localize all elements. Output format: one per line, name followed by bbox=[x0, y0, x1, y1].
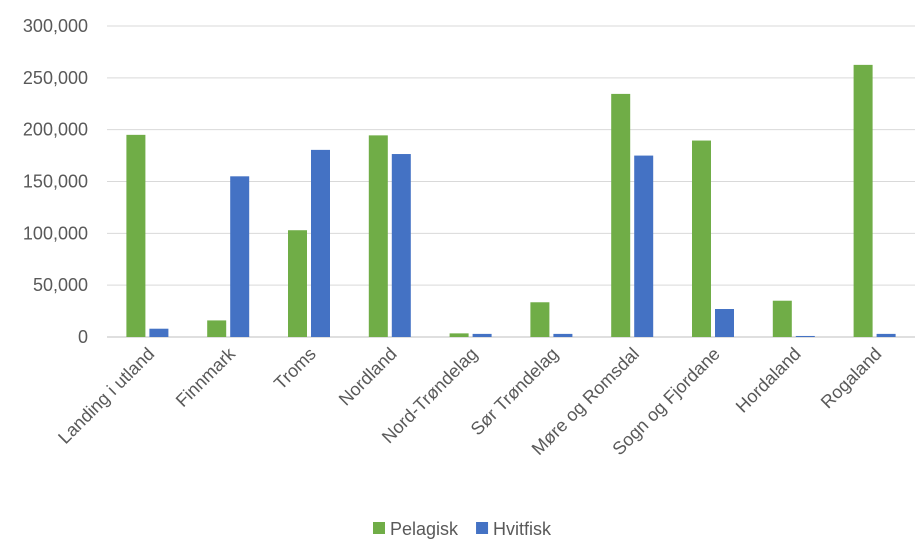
y-tick-label: 250,000 bbox=[23, 68, 88, 88]
x-axis: Landing i utland Finnmark Troms NordlandNor… bbox=[54, 343, 885, 459]
bar-pelagisk bbox=[530, 302, 550, 337]
bar-pelagisk bbox=[772, 300, 792, 337]
gridlines bbox=[107, 25, 915, 338]
bar-hvitfisk bbox=[553, 333, 573, 337]
y-tick-label: 0 bbox=[78, 327, 88, 347]
bars bbox=[126, 64, 896, 337]
x-tick-label: Rogaland bbox=[817, 344, 886, 413]
x-tick-label: Hordaland bbox=[732, 344, 805, 417]
x-tick-label: Nordland bbox=[335, 344, 401, 410]
bar-hvitfisk bbox=[472, 333, 492, 337]
bar-hvitfisk bbox=[715, 309, 734, 337]
bar-hvitfisk bbox=[795, 335, 815, 337]
bar-pelagisk bbox=[692, 140, 711, 337]
bar-pelagisk bbox=[449, 333, 469, 337]
x-tick-label: Troms bbox=[270, 344, 320, 394]
y-tick-label: 50,000 bbox=[33, 275, 88, 295]
bar-hvitfisk bbox=[391, 154, 411, 337]
y-tick-label: 150,000 bbox=[23, 172, 88, 192]
bar-pelagisk bbox=[368, 135, 388, 337]
bar-hvitfisk bbox=[311, 149, 330, 337]
legend-swatch-hvitfisk bbox=[476, 522, 489, 534]
bar-hvitfisk bbox=[230, 176, 250, 337]
bar-pelagisk bbox=[207, 320, 227, 337]
bar-pelagisk bbox=[288, 230, 307, 337]
bar-hvitfisk bbox=[149, 328, 169, 337]
y-tick-label: 300,000 bbox=[23, 16, 88, 36]
y-axis: 0 50,000 100,000 150,000 200,000 250,000 300,0… bbox=[23, 16, 88, 347]
y-tick-label: 100,000 bbox=[23, 223, 88, 243]
legend: Pelagisk Hvitfisk bbox=[373, 519, 552, 539]
legend-swatch-pelagisk bbox=[373, 522, 385, 534]
bar-pelagisk bbox=[126, 134, 146, 337]
bar-pelagisk bbox=[853, 64, 873, 337]
x-tick-label: Landing i utland bbox=[54, 344, 158, 448]
bar-pelagisk bbox=[611, 93, 631, 337]
legend-label-pelagisk: Pelagisk bbox=[390, 519, 459, 539]
bar-hvitfisk bbox=[876, 333, 896, 337]
x-tick-label: Finnmark bbox=[172, 343, 240, 411]
legend-label-hvitfisk: Hvitfisk bbox=[493, 519, 552, 539]
bar-hvitfisk bbox=[634, 155, 654, 337]
y-tick-label: 200,000 bbox=[23, 120, 88, 140]
